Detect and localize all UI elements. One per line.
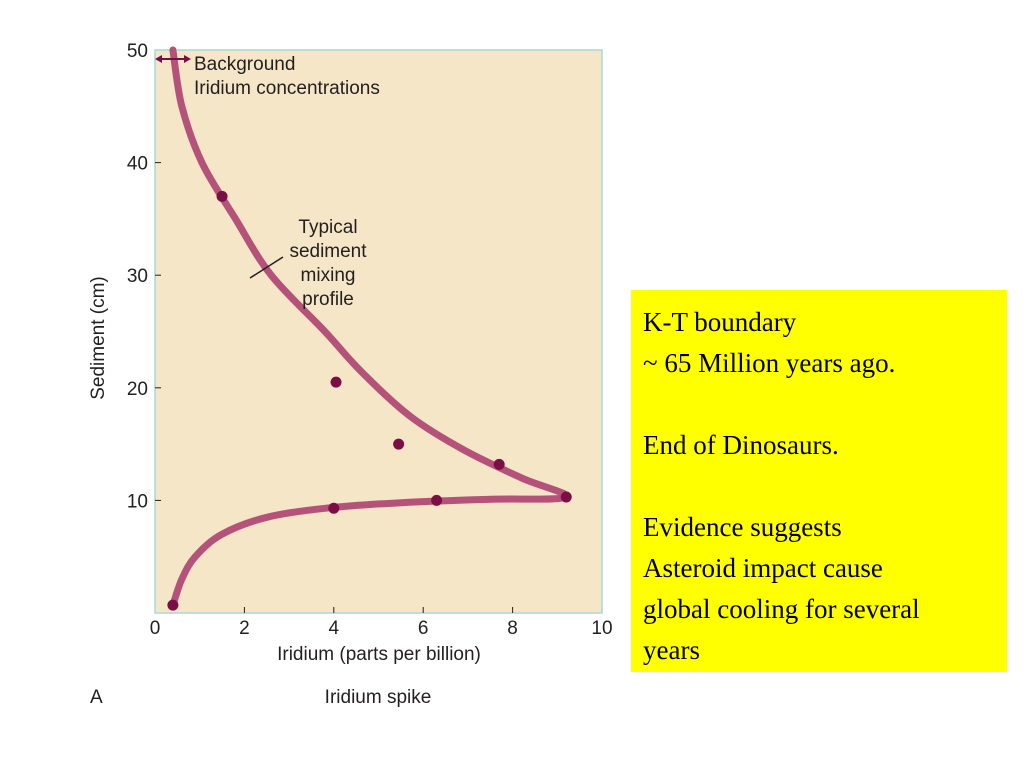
info-line-age: ~ 65 Million years ago. (643, 348, 896, 378)
data-point (216, 190, 228, 202)
x-tick-label: 2 (239, 618, 250, 639)
info-line-evidence-2: Asteroid impact cause (643, 553, 883, 583)
data-point (330, 376, 342, 388)
mixing-annotation-line1: Typical (298, 217, 357, 238)
mixing-annotation-line2: sediment (289, 241, 367, 262)
info-line-evidence-4: years (643, 635, 700, 665)
data-point (328, 502, 340, 514)
mixing-annotation-line3: mixing (301, 265, 356, 286)
mixing-annotation-line4: profile (302, 289, 354, 310)
background-annotation-line1: Background (194, 54, 295, 75)
info-line-evidence-1: Evidence suggests (643, 512, 842, 542)
x-tick-label: 6 (418, 618, 429, 639)
data-point (493, 458, 505, 470)
y-axis-ticks: 10 20 30 40 50 (127, 41, 161, 512)
x-axis-ticks: 0 2 4 6 8 10 (150, 607, 613, 639)
info-line-kt-boundary: K-T boundary (643, 307, 797, 337)
background-arrow (155, 55, 191, 63)
y-tick-label: 20 (127, 379, 148, 400)
kt-boundary-info-box: K-T boundary ~ 65 Million years ago. End… (631, 290, 1007, 672)
data-point (167, 599, 179, 611)
info-spacer (643, 466, 995, 507)
info-line-dinosaurs: End of Dinosaurs. (643, 430, 839, 460)
background-annotation-line2: Iridium concentrations (194, 78, 380, 99)
y-tick-label: 30 (127, 266, 148, 287)
data-points (167, 190, 572, 611)
x-axis-label: Iridium (parts per billion) (277, 644, 481, 665)
data-point (393, 438, 405, 450)
chart-caption: Iridium spike (325, 687, 432, 708)
plot-area (154, 49, 603, 614)
y-axis-label: Sediment (cm) (88, 276, 109, 400)
data-point (431, 494, 443, 506)
panel-label: A (90, 687, 103, 708)
x-tick-label: 8 (507, 618, 518, 639)
mixing-annotation-leader (249, 256, 284, 279)
x-tick-label: 0 (150, 618, 161, 639)
mixing-profile-curve (169, 46, 571, 609)
y-tick-label: 40 (127, 154, 148, 175)
x-tick-label: 4 (329, 618, 340, 639)
info-spacer (643, 384, 995, 425)
data-point (560, 491, 572, 503)
info-line-evidence-3: global cooling for several (643, 594, 920, 624)
x-tick-label: 10 (591, 618, 612, 639)
y-tick-label: 50 (127, 41, 148, 62)
y-tick-label: 10 (127, 491, 148, 512)
